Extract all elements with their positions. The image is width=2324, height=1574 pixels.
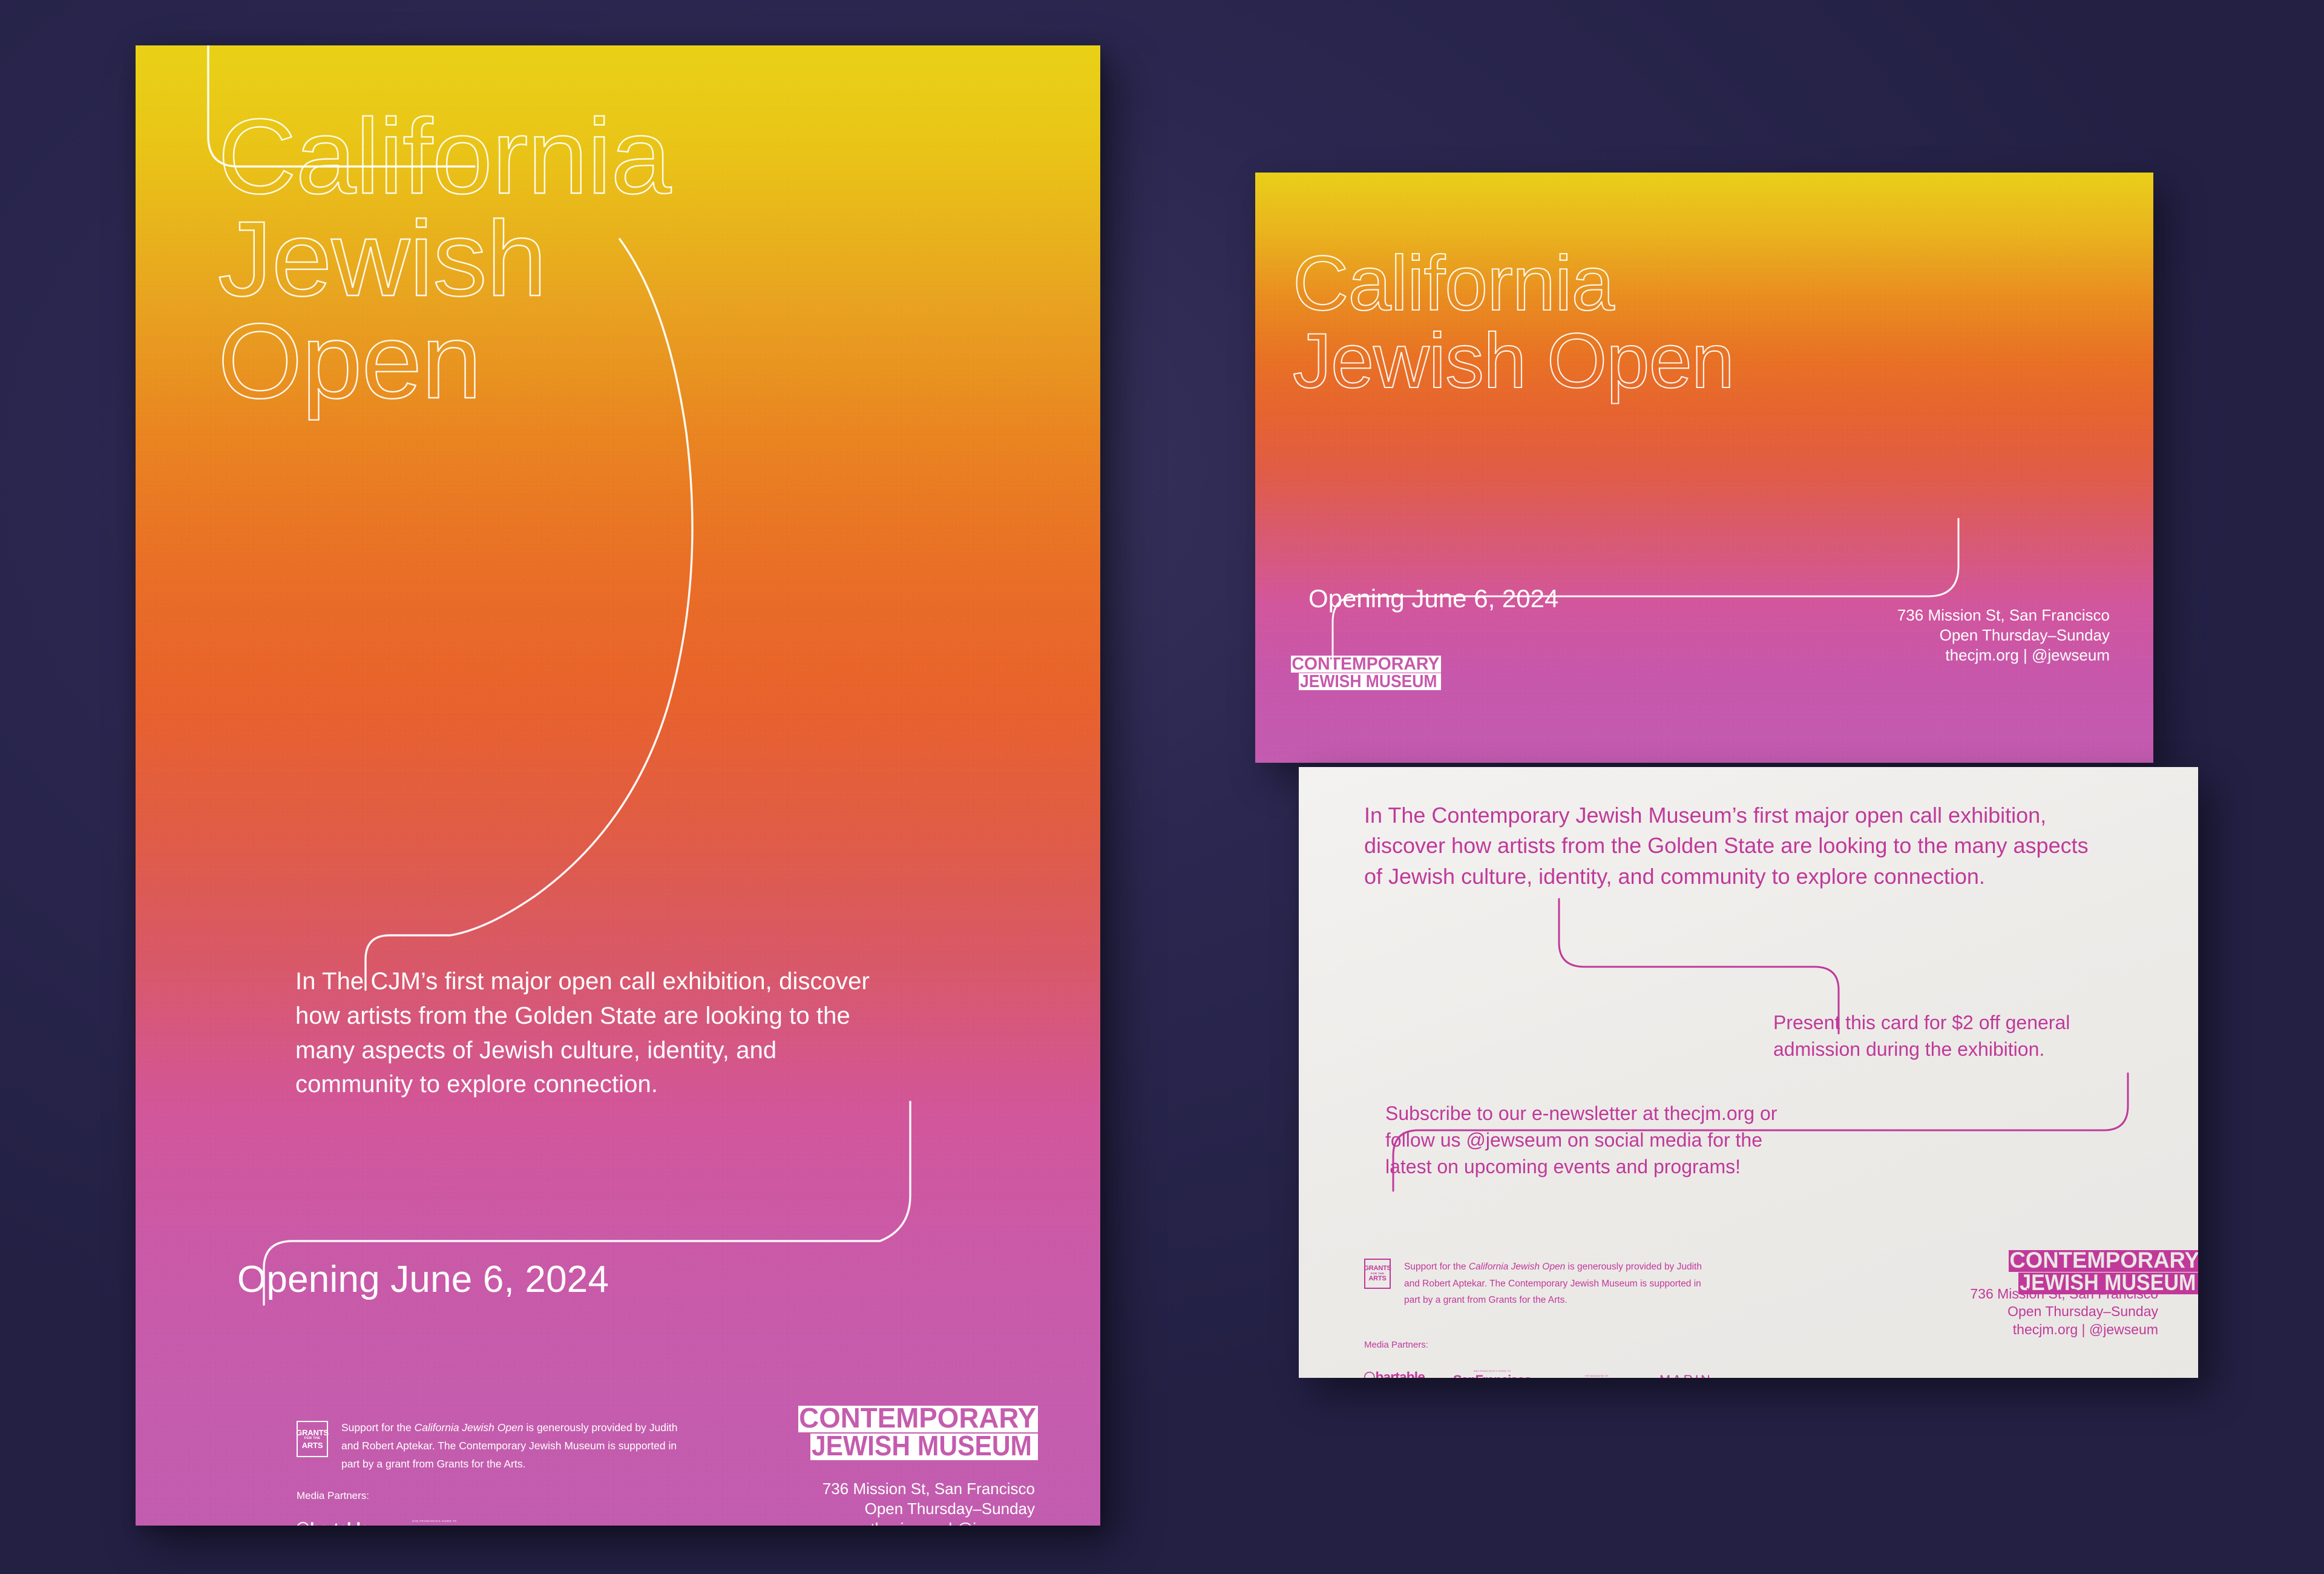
postcard-front-address-block: 736 Mission St, San Francisco Open Thurs… <box>1897 605 2110 665</box>
postcard-back-paragraph-2: Present this card for $2 off general adm… <box>1773 1012 2070 1061</box>
cf-headline-line-1: California <box>1292 240 1615 327</box>
bartable-arrow-icon <box>297 1522 309 1526</box>
cf-address-line-2: Open Thursday–Sunday <box>1939 625 2110 644</box>
marin-name: MARIN <box>599 1524 662 1526</box>
cb-support-title: California Jewish Open <box>1468 1262 1566 1272</box>
poster-address-line-3: thecjm.org | @jewseum <box>822 1519 1035 1526</box>
grants-for-the-arts-logo: GRANTS FOR THE ARTS <box>296 1421 329 1457</box>
headline-line-3: Open <box>217 301 483 421</box>
cb-marin-logo: MARIN MAGAZINE <box>1659 1373 1712 1378</box>
postcard-back-media-partner-logos: bartable bart.gov/bartable SAN FRANCISCO… <box>1364 1366 1722 1378</box>
cb-bartable-logo: bartable bart.gov/bartable <box>1364 1371 1425 1378</box>
cf-headline-line-2: Jewish Open <box>1292 318 1735 404</box>
bartable-logo: bartable bart.gov/bartable <box>297 1521 369 1526</box>
postcard-back-connector-line <box>1392 898 2129 1192</box>
poster-address-line-1: 736 Mission St, San Francisco <box>822 1480 1035 1498</box>
poster-body-text: In The CJM’s first major open call exhib… <box>295 968 870 1098</box>
postcard-back-address-block: 736 Mission St, San Francisco Open Thurs… <box>1970 1285 2158 1339</box>
cb-bartable-name: bartable <box>1375 1369 1425 1378</box>
cb-support-pre: Support for the <box>1404 1262 1469 1272</box>
postcard-front-museum-logo: CONTEMPORARY JEWISH MUSEUM <box>1291 656 1441 690</box>
postcard-front-headline: California Jewish Open <box>1292 240 2116 404</box>
cb-grants-logo-line-1: GRANTS <box>1364 1264 1391 1272</box>
cf-address-line-1: 736 Mission St, San Francisco <box>1897 606 2110 624</box>
poster-media-partners-label: Media Partners: <box>297 1490 369 1501</box>
poster-address-line-2: Open Thursday–Sunday <box>864 1499 1035 1518</box>
support-post: is generously provided by Judith and Rob… <box>341 1421 678 1470</box>
postcard-back-museum-logo: CONTEMPORARY JEWISH MUSEUM <box>2009 1250 2198 1294</box>
support-pre: Support for the <box>341 1421 415 1434</box>
poster-artwork: California Jewish Open In The CJM’s firs… <box>136 45 1100 1526</box>
headline-line-1: California <box>217 97 672 216</box>
support-title: California Jewish Open <box>414 1421 524 1434</box>
poster-address-block: 736 Mission St, San Francisco Open Thurs… <box>822 1479 1035 1526</box>
poster-media-partner-logos: bartable bart.gov/bartable SAN FRANCISCO… <box>297 1520 662 1526</box>
postcard-front-connector-line <box>1331 518 1960 665</box>
poster-footer: GRANTS FOR THE ARTS Support for the Cali… <box>136 45 1100 1526</box>
headline-line-2: Jewish <box>217 199 548 318</box>
postcard-back: In The Contemporary Jewish Museum’s firs… <box>1299 767 2198 1378</box>
cb-address-line-1: 736 Mission St, San Francisco <box>1970 1286 2158 1302</box>
cb-marin-name: MARIN <box>1659 1373 1712 1378</box>
postcard-back-support-credit: Support for the California Jewish Open i… <box>1404 1259 1707 1309</box>
cb-address-line-2: Open Thursday–Sunday <box>2007 1303 2158 1320</box>
poster-headline: California Jewish Open <box>217 97 1082 421</box>
postcard-back-media-partners-label: Media Partners: <box>1364 1340 1428 1350</box>
poster-museum-logo: CONTEMPORARY JEWISH MUSEUM <box>798 1406 1038 1460</box>
poster-connector-line <box>207 45 911 1306</box>
cb-bartable-arrow-icon <box>1364 1371 1375 1378</box>
cb-support-post: is generously provided by Judith and Rob… <box>1404 1262 1702 1306</box>
poster-support-credit: Support for the California Jewish Open i… <box>341 1418 680 1473</box>
postcard-back-paragraph-1: In The Contemporary Jewish Museum’s firs… <box>1364 803 2089 889</box>
cb-sv-tagline: THE MAGAZINE OF <box>1584 1374 1609 1378</box>
postcard-front-opening-date: Opening June 6, 2024 <box>1308 584 1559 613</box>
poster-opening-date: Opening June 6, 2024 <box>237 1259 609 1300</box>
cf-address-line-3: thecjm.org | @jewseum <box>1945 645 2110 664</box>
grants-logo-line-2: FOR THE <box>304 1437 321 1441</box>
cb-grants-logo-line-3: ARTS <box>1368 1275 1387 1283</box>
grants-logo-line-1: GRANTS <box>296 1427 329 1437</box>
postcard-front: California Jewish Open Opening June 6, 2… <box>1255 173 2153 763</box>
bartable-name: bartable <box>310 1520 369 1526</box>
cb-grants-logo-line-2: FOR THE <box>1370 1271 1385 1275</box>
grants-logo-line-3: ARTS <box>301 1441 323 1451</box>
sf-tagline: SAN FRANCISCO’S GUIDE TO <box>412 1520 457 1523</box>
postcard-back-paragraph-3: Subscribe to our e-newsletter at thecjm.… <box>1385 1102 1777 1178</box>
cb-sf-tagline: SAN FRANCISCO’S GUIDE TO <box>1473 1369 1511 1372</box>
cb-siliconvalley-logo: THE MAGAZINE OF SiliconValley <box>1563 1375 1630 1378</box>
marin-magazine-logo: MARIN MAGAZINE <box>599 1524 662 1526</box>
cb-address-line-3: thecjm.org | @jewseum <box>2012 1321 2158 1337</box>
postcard-back-grants-logo: GRANTS FOR THE ARTS <box>1364 1259 1391 1289</box>
